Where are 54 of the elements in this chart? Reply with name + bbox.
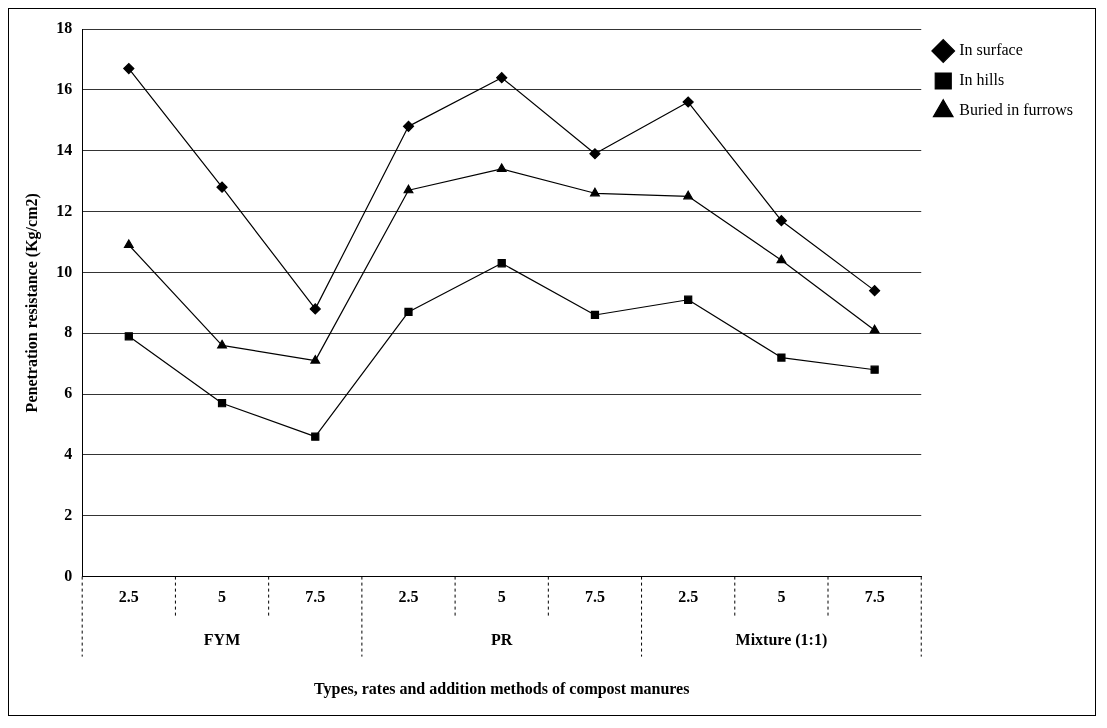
- x-tick-label: 5: [497, 588, 506, 606]
- point: [775, 215, 787, 227]
- point: [496, 72, 508, 84]
- text: Mixture (1:1): [735, 630, 828, 649]
- x-tick-label: 7.5: [584, 588, 605, 606]
- x-tick-label: 2.5: [678, 588, 699, 606]
- point: [311, 432, 320, 441]
- point: [777, 353, 786, 362]
- y-tick-label: 0: [64, 566, 73, 584]
- text: FYM: [203, 630, 241, 648]
- y-tick-label: 8: [64, 323, 73, 341]
- x-tick-label: 2.5: [118, 588, 139, 606]
- x-tick-label: 7.5: [305, 588, 326, 606]
- y-tick-label: 12: [56, 201, 73, 219]
- point: [776, 254, 787, 264]
- x-axis-title: Types, rates and addition methods of compost manures: [314, 679, 690, 698]
- point: [590, 310, 600, 320]
- point: [310, 355, 321, 364]
- legend-label: Buried in furrows: [959, 101, 1074, 119]
- point: [869, 324, 880, 334]
- point: [590, 187, 600, 197]
- point: [404, 307, 413, 317]
- point: [683, 190, 694, 200]
- x-tick-label: 2.5: [398, 588, 419, 606]
- legend-label: In hills: [959, 71, 1005, 89]
- point: [496, 163, 507, 173]
- y-tick-label: 4: [64, 445, 73, 463]
- y-tick-label: 10: [56, 262, 73, 280]
- y-axis-title: Penetration resistance (Kg/cm2): [22, 193, 41, 413]
- y-tick-label: 2: [64, 505, 73, 523]
- point: [124, 332, 133, 341]
- y-tick-label: 16: [56, 79, 73, 97]
- point: [216, 181, 228, 193]
- point: [870, 365, 879, 374]
- point: [217, 339, 227, 349]
- y-tick-label: 6: [64, 384, 73, 402]
- point: [403, 184, 414, 194]
- x-tick-label: 5: [777, 588, 786, 606]
- point: [684, 295, 693, 304]
- point: [682, 96, 694, 108]
- point: [869, 285, 881, 297]
- point: [309, 303, 321, 315]
- point: [589, 148, 601, 160]
- x-tick-label: 7.5: [864, 588, 885, 606]
- point: [123, 62, 135, 75]
- point: [402, 120, 415, 132]
- point: [123, 239, 134, 249]
- legend-label: In surface: [959, 41, 1023, 59]
- point: [497, 259, 506, 268]
- point: [217, 399, 227, 408]
- text: PR: [491, 630, 513, 648]
- x-tick-label: 5: [218, 588, 227, 606]
- y-tick-label: 14: [56, 140, 73, 158]
- y-tick-label: 18: [56, 19, 73, 37]
